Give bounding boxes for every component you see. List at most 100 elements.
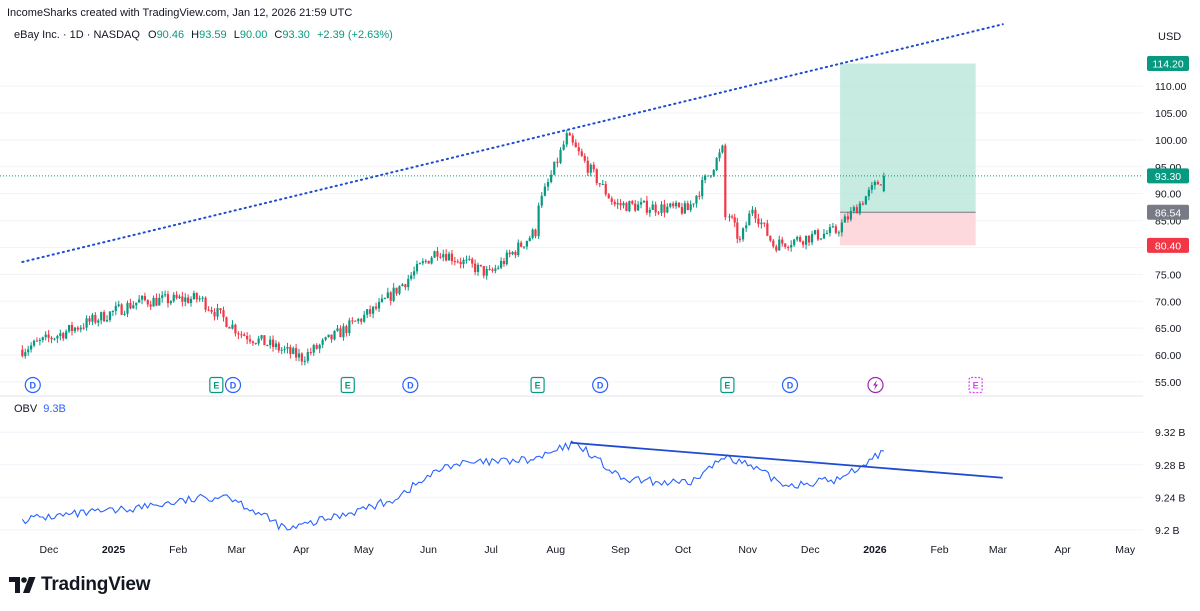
- candle-body: [395, 287, 398, 294]
- candle: [389, 291, 392, 306]
- price-label-badge: [1147, 204, 1189, 220]
- candle: [728, 213, 731, 222]
- price-axis-tick: 60.00: [1155, 350, 1181, 362]
- candle-body: [514, 251, 517, 256]
- obv-axis-tick: 9.2 B: [1155, 525, 1180, 537]
- candle: [401, 283, 404, 287]
- candle-body: [277, 343, 280, 351]
- candle: [129, 298, 132, 310]
- obv-legend: OBV 9.3B: [14, 403, 66, 415]
- candle: [537, 202, 540, 240]
- candle-body: [207, 309, 210, 311]
- candle: [639, 197, 643, 209]
- candle-body: [553, 161, 556, 175]
- candle: [105, 315, 109, 323]
- price-label-text: 80.40: [1155, 240, 1181, 252]
- candle: [654, 201, 657, 217]
- candle: [471, 257, 474, 268]
- candle: [56, 334, 59, 344]
- candle-body: [129, 302, 132, 309]
- candle-body: [873, 182, 876, 186]
- candle-body: [280, 349, 283, 351]
- dividend-event-letter: D: [230, 381, 237, 391]
- candle: [286, 342, 289, 354]
- candle: [879, 183, 882, 186]
- candle-body: [450, 253, 454, 262]
- position-profit-zone: [840, 63, 976, 213]
- candle: [248, 334, 252, 344]
- candle: [637, 200, 640, 211]
- candle: [266, 344, 269, 347]
- candle: [277, 341, 280, 353]
- candle: [766, 219, 769, 237]
- candle: [32, 339, 36, 348]
- candle-body: [497, 267, 500, 269]
- candle-body: [257, 338, 260, 344]
- symbol-name[interactable]: eBay Inc. · 1D · NASDAQ: [14, 29, 140, 41]
- candle: [327, 334, 330, 338]
- candle: [280, 346, 283, 354]
- candle: [126, 300, 129, 318]
- candle: [395, 287, 398, 296]
- candle: [825, 230, 829, 235]
- candle: [689, 200, 692, 213]
- candle: [360, 317, 363, 325]
- price-axis-tick: 105.00: [1155, 108, 1187, 120]
- price-trendline: [21, 23, 1004, 263]
- candle-body: [741, 228, 745, 240]
- candle: [666, 203, 669, 214]
- obv-title[interactable]: OBV: [14, 403, 38, 415]
- candle: [604, 181, 607, 197]
- candle: [410, 272, 413, 281]
- candle: [324, 336, 327, 342]
- candle: [447, 251, 451, 261]
- candle: [94, 312, 97, 325]
- candle: [724, 143, 727, 221]
- x-axis-label: 2025: [102, 544, 126, 556]
- candle-body: [465, 259, 468, 261]
- candle: [534, 228, 537, 239]
- earnings-event-letter: E: [973, 381, 979, 391]
- candle-body: [709, 175, 712, 177]
- candle-body: [138, 299, 141, 303]
- candle-body: [158, 297, 161, 306]
- candle-body: [778, 239, 781, 251]
- candle: [240, 331, 243, 339]
- candle-body: [412, 271, 416, 276]
- candle-body: [35, 340, 39, 342]
- candle: [505, 249, 508, 266]
- high-value: 93.59: [199, 29, 227, 41]
- candle: [30, 342, 33, 353]
- currency-label[interactable]: USD: [1158, 31, 1182, 43]
- candle: [155, 293, 158, 307]
- candle: [613, 199, 616, 207]
- candle-body: [559, 149, 562, 163]
- earnings-event-icon: [340, 376, 355, 394]
- tradingview-logo[interactable]: TradingView: [9, 574, 151, 596]
- candle: [234, 323, 237, 337]
- candle: [50, 336, 53, 344]
- candle: [497, 265, 500, 270]
- open-label: O: [148, 29, 157, 41]
- candle-body: [522, 246, 526, 248]
- dividend-event-icon: [402, 376, 419, 394]
- candle-body: [476, 264, 480, 272]
- candle-body: [674, 202, 678, 207]
- candle-body: [161, 295, 164, 298]
- candle: [754, 207, 757, 224]
- candle-body: [315, 345, 318, 349]
- candle-body: [528, 237, 531, 241]
- candle-body: [784, 243, 787, 247]
- candle-body: [825, 233, 829, 235]
- candle: [404, 283, 407, 291]
- candle-body: [683, 203, 686, 214]
- price-label-text: 93.30: [1155, 171, 1181, 183]
- candle-body: [339, 328, 342, 338]
- x-axis-label: Mar: [228, 544, 247, 556]
- candle: [568, 131, 571, 136]
- candle-body: [372, 306, 375, 314]
- candle-body: [531, 229, 534, 238]
- candle: [392, 283, 395, 303]
- candle-body: [721, 145, 724, 153]
